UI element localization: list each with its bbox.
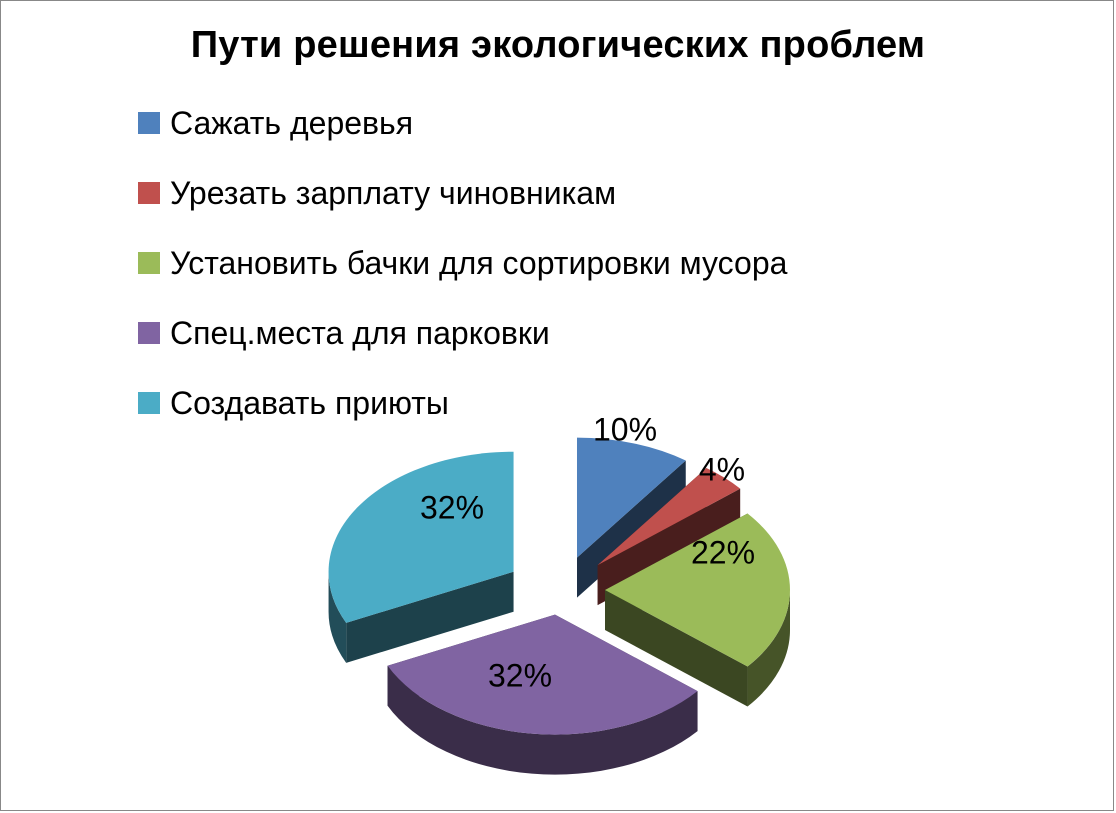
legend: Сажать деревья Урезать зарплату чиновник… (138, 88, 787, 438)
legend-swatch (138, 182, 160, 204)
legend-item-salary: Урезать зарплату чиновникам (138, 158, 787, 228)
legend-label: Создавать приюты (170, 384, 449, 421)
legend-swatch (138, 112, 160, 134)
legend-label: Спец.места для парковки (170, 314, 550, 351)
legend-item-shelters: Создавать приюты (138, 368, 787, 438)
slice-parking (387, 614, 698, 775)
data-label-salary: 4% (699, 451, 745, 487)
legend-item-trees: Сажать деревья (138, 88, 787, 158)
data-label-shelters: 32% (420, 489, 484, 525)
data-label-trees: 10% (593, 411, 657, 447)
data-label-parking: 32% (488, 657, 552, 693)
legend-label: Установить бачки для сортировки мусора (170, 244, 788, 281)
legend-swatch (138, 392, 160, 414)
chart-title: Пути решения экологических проблем (190, 24, 926, 66)
slice-bins (605, 513, 790, 707)
legend-swatch (138, 252, 160, 274)
data-label-bins: 22% (691, 534, 755, 570)
legend-label: Сажать деревья (170, 104, 414, 141)
legend-label: Урезать зарплату чиновникам (170, 174, 617, 211)
legend-item-bins: Установить бачки для сортировки мусора (138, 228, 787, 298)
legend-swatch (138, 322, 160, 344)
slice-shelters (328, 451, 514, 663)
legend-item-parking: Спец.места для парковки (138, 298, 787, 368)
